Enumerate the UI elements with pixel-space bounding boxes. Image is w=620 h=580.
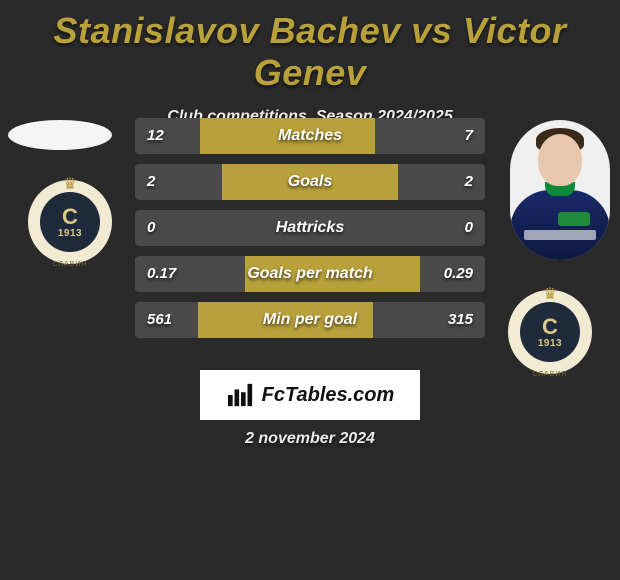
stat-label: Matches (135, 118, 485, 154)
stat-label: Hattricks (135, 210, 485, 246)
club-badge-right: ♛ C 1913 СЛАВИЯ (508, 290, 592, 374)
stat-label: Goals per match (135, 256, 485, 292)
stat-row: 00Hattricks (135, 210, 485, 246)
stat-row: 0.170.29Goals per match (135, 256, 485, 292)
stat-label: Goals (135, 164, 485, 200)
date-label: 2 november 2024 (0, 430, 620, 448)
crown-icon: ♛ (543, 284, 557, 304)
badge-ribbon: СЛАВИЯ (53, 261, 88, 268)
stat-row: 561315Min per goal (135, 302, 485, 338)
badge-ribbon: СЛАВИЯ (533, 371, 568, 378)
brand-label: FcTables.com (262, 384, 395, 407)
brand-logo[interactable]: FcTables.com (200, 370, 420, 420)
stat-row: 22Goals (135, 164, 485, 200)
club-badge-left: ♛ C 1913 СЛАВИЯ (28, 180, 112, 264)
badge-letter: C (542, 316, 558, 338)
stats-container: 127Matches 22Goals 00Hattricks 0.170.29Goal… (135, 118, 485, 348)
badge-letter: C (62, 206, 78, 228)
player-left-avatar-placeholder (8, 120, 112, 150)
badge-year: 1913 (58, 228, 82, 239)
badge-year: 1913 (538, 338, 562, 349)
stat-row: 127Matches (135, 118, 485, 154)
page-title: Stanislavov Bachev vs Victor Genev (0, 0, 620, 94)
stat-label: Min per goal (135, 302, 485, 338)
crown-icon: ♛ (63, 174, 77, 194)
player-right-avatar (510, 120, 610, 260)
bar-chart-icon (226, 382, 256, 408)
